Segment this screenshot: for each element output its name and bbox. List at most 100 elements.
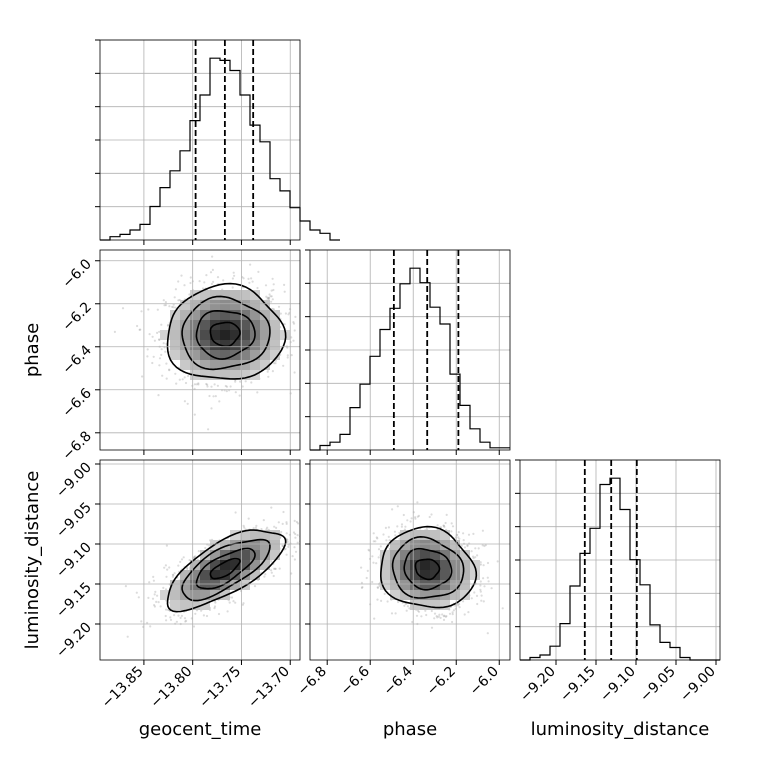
scatter-point	[282, 364, 285, 367]
scatter-point	[479, 561, 482, 564]
scatter-point	[137, 596, 140, 599]
scatter-point	[428, 515, 431, 519]
scatter-point	[164, 350, 167, 353]
density-cell	[270, 540, 280, 550]
scatter-point	[435, 615, 438, 618]
scatter-point	[183, 400, 186, 403]
scatter-point	[149, 625, 152, 628]
scatter-point	[203, 281, 206, 284]
scatter-point	[164, 564, 167, 567]
scatter-point	[402, 513, 405, 517]
density-cell	[210, 360, 220, 370]
scatter-point	[210, 385, 213, 388]
scatter-point	[171, 305, 174, 308]
density-cell	[420, 580, 430, 590]
joint-panel-content	[360, 501, 504, 635]
scatter-point	[271, 298, 274, 301]
density-cell	[200, 350, 210, 360]
scatter-point	[496, 560, 499, 563]
scatter-point	[376, 598, 379, 601]
scatter-point	[283, 323, 286, 326]
scatter-point	[217, 612, 221, 616]
scatter-point	[264, 573, 267, 576]
scatter-point	[136, 324, 139, 328]
scatter-point	[479, 588, 482, 591]
scatter-point	[165, 362, 168, 365]
scatter-point	[205, 274, 208, 277]
scatter-point	[306, 534, 308, 536]
density-cell	[430, 550, 440, 560]
scatter-point	[450, 530, 453, 533]
scatter-point	[141, 375, 144, 378]
scatter-point	[474, 547, 477, 550]
scatter-point	[184, 381, 188, 385]
density-cell	[420, 560, 430, 570]
density-cell	[220, 570, 230, 580]
scatter-point	[162, 299, 165, 302]
scatter-point	[472, 557, 475, 560]
scatter-point	[270, 289, 273, 292]
scatter-point	[294, 532, 297, 536]
scatter-point	[404, 602, 407, 605]
density-cell	[470, 560, 480, 570]
density-cell	[190, 570, 200, 580]
scatter-point	[257, 270, 260, 273]
scatter-point	[472, 555, 475, 558]
scatter-point	[214, 601, 217, 604]
density-cell	[420, 550, 430, 560]
scatter-point	[266, 526, 269, 529]
scatter-point	[372, 532, 375, 535]
density-cell	[470, 570, 480, 580]
scatter-point	[278, 567, 281, 570]
axes-frame	[99, 459, 301, 661]
scatter-point	[271, 277, 274, 280]
density-cell	[240, 580, 250, 590]
scatter-point	[231, 286, 234, 289]
scatter-point	[444, 615, 447, 618]
scatter-point	[305, 338, 307, 340]
scatter-point	[408, 607, 411, 610]
scatter-point	[410, 517, 413, 520]
scatter-point	[198, 280, 201, 283]
scatter-point	[168, 368, 171, 371]
density-cell	[380, 580, 390, 590]
scatter-point	[169, 616, 172, 619]
scatter-point	[474, 556, 477, 559]
density-cell	[210, 340, 220, 350]
scatter-point	[234, 601, 237, 604]
density-cell	[410, 600, 420, 610]
scatter-point	[194, 612, 197, 615]
density-cell	[420, 540, 430, 550]
density-cell	[420, 600, 430, 610]
scatter-point	[147, 596, 150, 600]
density-cell	[180, 350, 190, 360]
y-tick-label: −9.10	[53, 540, 95, 582]
scatter-point	[382, 533, 385, 536]
scatter-point	[490, 587, 493, 590]
scatter-point	[180, 614, 183, 618]
density-cell	[220, 350, 230, 360]
scatter-point	[266, 370, 269, 373]
density-cell	[240, 530, 250, 540]
density-cell	[240, 360, 250, 370]
scatter-point	[484, 544, 487, 547]
scatter-point	[214, 395, 217, 398]
density-cell	[440, 540, 450, 550]
scatter-point	[211, 255, 214, 258]
density-cell	[250, 310, 260, 320]
scatter-point	[400, 525, 403, 528]
scatter-point	[267, 296, 270, 299]
scatter-point	[293, 371, 296, 374]
density-cell	[270, 330, 280, 340]
density-cell	[210, 290, 220, 300]
density-cell	[220, 290, 230, 300]
scatter-point	[367, 548, 370, 552]
scatter-point	[262, 519, 265, 522]
scatter-point	[481, 544, 484, 547]
axes-frame	[309, 249, 511, 451]
scatter-point	[256, 391, 259, 394]
scatter-point	[113, 330, 116, 333]
density-cell	[190, 360, 200, 370]
scatter-point	[238, 394, 241, 397]
density-cell	[430, 600, 440, 610]
